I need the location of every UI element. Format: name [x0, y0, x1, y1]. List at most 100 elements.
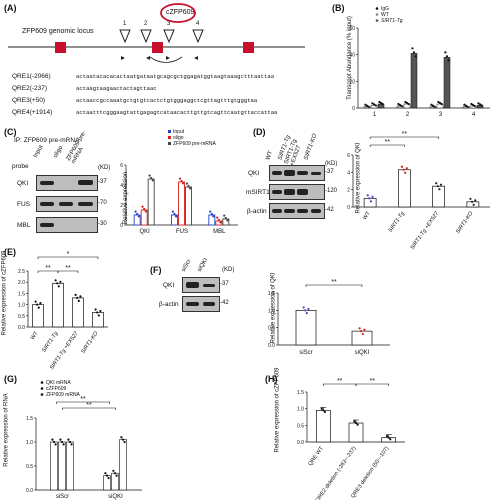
panel-b: (B) Transcript Abundance (% input) 0 20 40… [330, 0, 500, 125]
d-point [402, 168, 405, 171]
qre1-seq: actaatacacacactaatgataatgcagcgctggagatgg… [76, 73, 275, 80]
c-xtick-label: FUS [176, 229, 188, 235]
g-point [62, 443, 65, 446]
b-point [470, 102, 473, 106]
e-xtick-label: WT [30, 330, 40, 341]
d-row-qki: QKI [248, 170, 260, 177]
b-point [431, 104, 435, 107]
d-row-msirt1: mSIRT1 [246, 189, 270, 196]
b-point [412, 51, 416, 54]
f-point [304, 309, 307, 312]
c-point [209, 210, 212, 213]
h-sig-bracket [355, 383, 389, 386]
e-sig-label: ** [65, 265, 71, 272]
d-point [438, 188, 441, 191]
g-legend-label: ZFP609 mRNA [46, 392, 81, 398]
e-point [54, 279, 57, 282]
g-point [115, 474, 118, 477]
g-ytick-label: 0.0 [26, 488, 33, 494]
b-point [447, 59, 450, 62]
f-point [358, 327, 361, 330]
b-legend-marker [375, 19, 379, 22]
e-bar [92, 312, 104, 328]
f-row-qki: QKI [163, 282, 175, 289]
c-point [173, 212, 176, 216]
h-point [322, 409, 325, 412]
e-xtick-label: SIRT1-Tg [41, 330, 60, 354]
b-point [477, 102, 480, 105]
d-point [470, 200, 474, 203]
h-xtick-label: QRE3 deletion (50~-107) [350, 446, 390, 500]
site-number-2: 2 [144, 21, 148, 27]
e-ytick-label: 2.5 [18, 269, 25, 275]
b-legend-marker [375, 13, 379, 16]
d-point [474, 199, 477, 202]
d-point [400, 165, 404, 168]
f-point [305, 312, 308, 315]
d-point [366, 194, 369, 197]
c-bar [147, 178, 155, 226]
e-point [79, 295, 82, 298]
b-point [437, 100, 440, 104]
site-number-3: 3 [167, 21, 171, 27]
b-point [438, 101, 442, 105]
c-xtick-label: MBL [213, 229, 226, 235]
b-bar [410, 53, 418, 109]
g-legend-marker [40, 387, 44, 390]
b-point [414, 55, 417, 58]
e-sig-bracket [37, 256, 99, 259]
c-ytick-label: 4 [120, 183, 123, 189]
c-row-fus: FUS [17, 201, 30, 208]
d-xtick-label: WT [362, 210, 372, 221]
panel-f: (F) siScr siQKI (KD) QKI -37 β-actin -42… [150, 245, 500, 370]
g-point [113, 472, 117, 475]
f-sig-bracket [305, 284, 363, 287]
f-blot-qki [182, 277, 220, 293]
d-point [435, 182, 438, 185]
c-kd-qki: -37 [98, 179, 107, 185]
f-blot-actin [182, 296, 220, 312]
e-point [36, 303, 39, 306]
b-point [371, 102, 374, 105]
g-bar [66, 441, 74, 491]
d-sig-bracket [369, 144, 405, 147]
b-legend-label: WT [381, 12, 389, 18]
g-sig-label: ** [86, 402, 92, 409]
f-bar [295, 309, 317, 346]
f-point [361, 332, 364, 336]
c-xtick-label: QKI [139, 229, 150, 235]
panel-g-chart: 0.0 0.5 1.0 1.5 siScr siQKI **** QKI mRNAcZFP60… [26, 380, 142, 500]
d-point [405, 167, 408, 170]
c-blot-mbl [36, 217, 98, 233]
e-point [94, 308, 97, 311]
c-legend-label: ZFP609 pre-mRNA [173, 141, 216, 147]
qre4-seq: actaatttcgggaagtattgagagtcataacacttgttgt… [76, 109, 278, 116]
d-ytick-label: 2 [347, 188, 350, 194]
g-point [60, 440, 64, 444]
d-xtick-label: SIRT1-KO [455, 210, 475, 235]
gene-label: ZFP609 genomic locus [22, 28, 94, 35]
panel-e-label: (E) [4, 247, 16, 257]
h-point [356, 423, 359, 426]
b-point [430, 103, 433, 106]
b-ytick-label: 40 [349, 53, 355, 59]
b-point [440, 102, 443, 106]
e-point [99, 309, 102, 313]
h-point [354, 421, 358, 425]
g-point [68, 440, 72, 444]
primer-arrow-2 [146, 56, 150, 60]
d-point [469, 197, 472, 200]
g-legend-label: QKI mRNA [46, 380, 71, 386]
e-bar [72, 297, 84, 328]
c-point [151, 179, 154, 182]
b-point [411, 47, 414, 50]
site-number-1: 1 [123, 21, 127, 27]
e-point [56, 282, 59, 285]
b-point [473, 104, 476, 108]
d-blot-actin [269, 203, 325, 219]
c-point [216, 216, 219, 219]
panel-d-label: (D) [253, 127, 266, 137]
b-bar [443, 57, 451, 109]
